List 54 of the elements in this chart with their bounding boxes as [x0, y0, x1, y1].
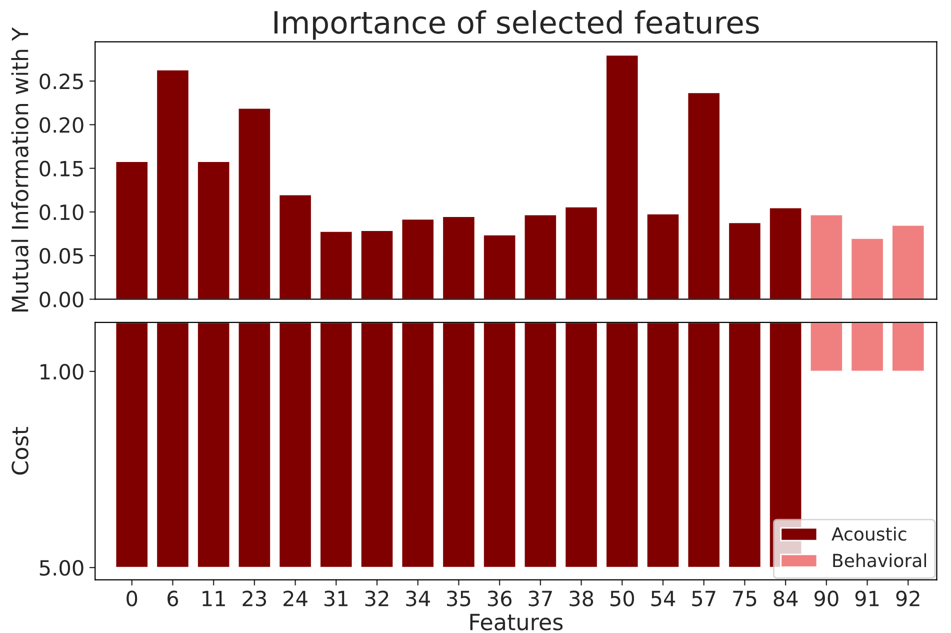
x-tick-label: 84: [774, 590, 798, 606]
bar: [114, 160, 149, 300]
x-tick-label: 37: [528, 590, 552, 606]
y-tick-label: 0.20: [40, 117, 84, 133]
bar: [850, 237, 884, 300]
x-tick-label: 35: [447, 590, 470, 606]
x-tick-label: 90: [814, 590, 838, 606]
bar: [605, 54, 640, 300]
chart-title: Importance of selected features: [274, 10, 759, 40]
bar: [360, 230, 394, 300]
x-tick-label: 11: [202, 590, 225, 606]
bar: [646, 213, 680, 300]
bar: [891, 224, 926, 300]
bar: [523, 214, 558, 300]
x-tick-label: 31: [324, 590, 348, 606]
y-tick-label: 1.00: [40, 364, 84, 380]
x-tick-label: 57: [692, 590, 716, 606]
x-tick-label: 75: [733, 590, 756, 606]
bar: [278, 194, 312, 300]
y-tick-label: 0.10: [40, 204, 84, 220]
x-tick-label: 50: [610, 590, 634, 606]
bar: [237, 107, 272, 300]
x-tick-label: 38: [570, 590, 594, 606]
bar: [156, 69, 190, 300]
legend-label: Behavioral: [833, 553, 926, 568]
bar: [482, 234, 517, 300]
bar: [319, 230, 354, 300]
x-tick-label: 34: [406, 590, 430, 606]
bar: [442, 216, 476, 300]
bar: [196, 160, 231, 300]
x-tick-label: 36: [488, 590, 512, 606]
bar: [400, 218, 435, 300]
legend-label: Acoustic: [832, 526, 906, 541]
x-tick-label: 92: [896, 590, 920, 606]
x-tick-label: 6: [168, 590, 178, 606]
y-tick-label: 0.05: [40, 248, 83, 264]
x-tick-label: 23: [242, 590, 266, 606]
y-tick-label: 0.15: [40, 160, 83, 177]
x-tick-label: 32: [365, 590, 388, 606]
y-tick-label: 0.00: [40, 292, 84, 308]
x-tick-label: 24: [284, 590, 308, 606]
bar: [728, 222, 762, 300]
x-axis-title: Features: [470, 614, 563, 630]
bar: [768, 206, 803, 300]
bar: [564, 206, 598, 300]
y-tick-label: 0.25: [40, 74, 83, 90]
y-axis-title: Cost: [12, 426, 28, 475]
y-tick-label: 5.00: [40, 560, 84, 576]
x-tick-label: 54: [651, 590, 676, 606]
bar: [809, 214, 844, 300]
x-tick-label: 91: [855, 590, 879, 606]
y-axis-title: Mutual Information with Y: [11, 27, 28, 312]
bar: [686, 92, 721, 300]
x-tick-label: 0: [126, 590, 138, 606]
